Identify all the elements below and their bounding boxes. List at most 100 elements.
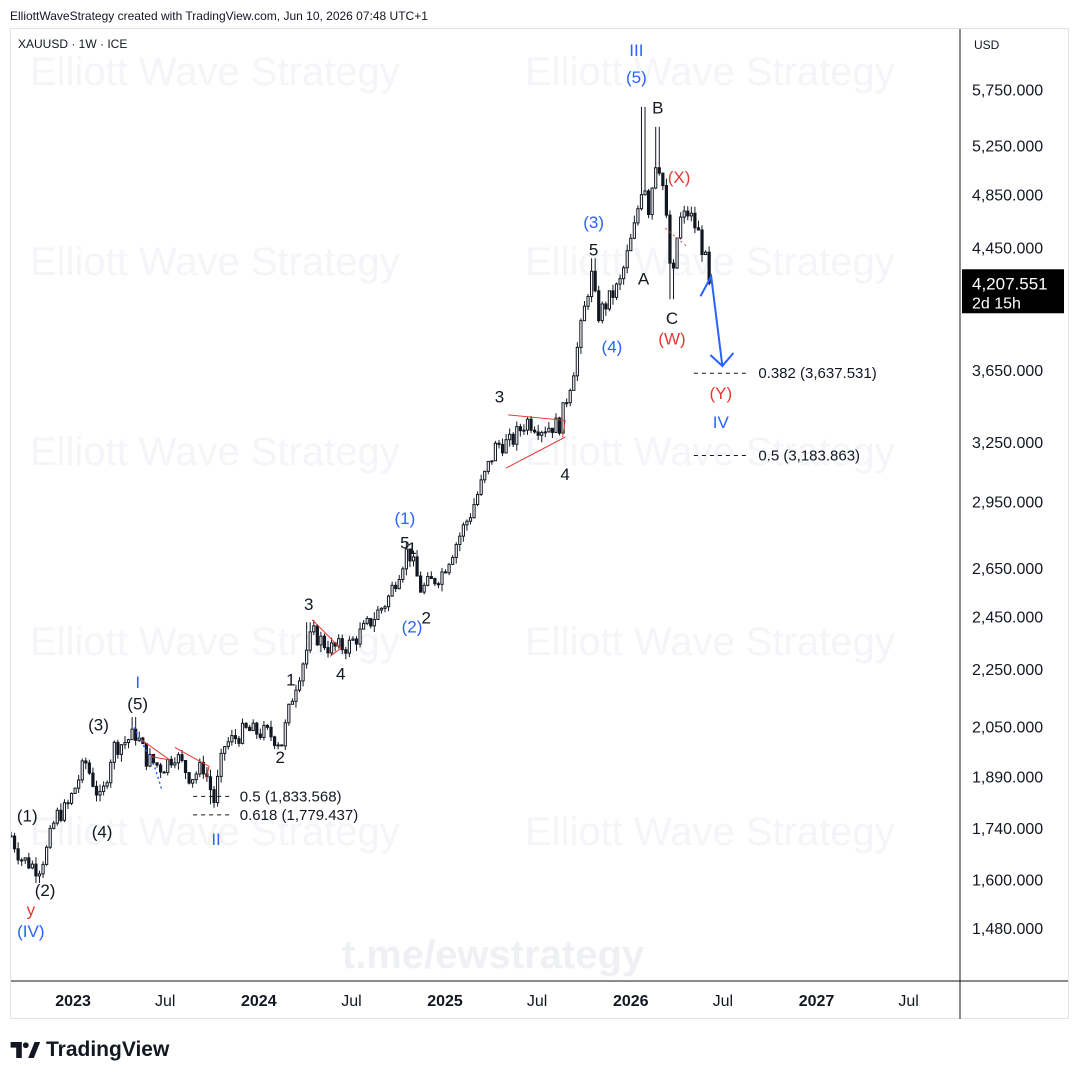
y-tick-label: 5,750.000 <box>972 82 1043 99</box>
candle-body <box>486 460 490 472</box>
candle-body <box>454 543 458 558</box>
tradingview-brand: TradingView <box>46 1038 170 1061</box>
candle-body <box>319 635 323 646</box>
candle-body <box>91 772 95 787</box>
candle-body <box>301 663 305 682</box>
candle-body <box>183 759 188 774</box>
candle-body <box>579 320 583 348</box>
watermark-layer: Elliott Wave Strategy Elliott Wave Strate… <box>30 50 895 977</box>
candle-body <box>223 746 227 754</box>
candle-body <box>515 426 519 445</box>
candle-body <box>198 761 202 775</box>
candle-body <box>315 625 319 646</box>
x-tick-label: Jul <box>341 993 361 1010</box>
candle-body <box>102 785 106 792</box>
candle-body <box>37 873 42 877</box>
x-tick-label: Jul <box>898 993 918 1010</box>
candle-body <box>233 735 238 740</box>
plot-area[interactable] <box>10 106 711 884</box>
candle-body <box>173 762 177 766</box>
candle-body <box>632 222 636 239</box>
candle-body <box>62 802 67 821</box>
y-tick-label: 2,650.000 <box>972 561 1043 578</box>
candle-body <box>686 210 690 217</box>
candle-body <box>671 262 676 269</box>
wave-label: II <box>211 830 220 849</box>
candle-body <box>322 635 327 649</box>
candle-body <box>565 402 569 405</box>
candle-body <box>522 429 526 432</box>
y-tick-label: 5,250.000 <box>972 139 1043 156</box>
dotted-guide <box>133 727 163 792</box>
candle-body <box>276 744 280 747</box>
wave-label: (IV) <box>17 922 44 941</box>
candle-body <box>386 595 391 608</box>
candle-body <box>397 578 401 590</box>
candle-body <box>476 493 480 506</box>
wave-label: (X) <box>668 168 691 187</box>
y-tick-label: 4,850.000 <box>972 187 1043 204</box>
x-tick-label: 2024 <box>241 993 277 1010</box>
link-watermark: t.me/ewstrategy <box>342 933 645 977</box>
wave-label: A <box>638 269 650 288</box>
candle-body <box>12 835 17 850</box>
candle-body <box>625 250 629 269</box>
candle-body <box>137 737 141 741</box>
candle-body <box>500 443 505 454</box>
candle-body <box>532 429 537 433</box>
wave-label: IV <box>713 413 730 432</box>
wave-label: (2) <box>35 881 56 900</box>
candle-body <box>379 607 384 611</box>
candle-body <box>176 754 181 764</box>
candle-body <box>287 703 291 724</box>
currency-button[interactable]: USD <box>974 38 1000 52</box>
bar-countdown: 2d 15h <box>972 295 1021 312</box>
candle-body <box>55 809 59 824</box>
wave-label: 1 <box>286 670 295 689</box>
candle-body <box>696 227 701 231</box>
candle-body <box>586 295 590 307</box>
candle-body <box>415 556 419 577</box>
candle-body <box>536 431 540 436</box>
candle-body <box>251 722 255 732</box>
candle-body <box>493 442 498 462</box>
candle-body <box>362 622 366 630</box>
candle-body <box>344 649 348 654</box>
candle-body <box>326 647 330 654</box>
candle-body <box>305 649 309 665</box>
candle-body <box>447 563 451 574</box>
candle-body <box>497 442 501 445</box>
wave-label: (5) <box>127 695 148 714</box>
candle-body <box>508 433 512 441</box>
candle-body <box>689 212 693 217</box>
candle-body <box>212 789 216 804</box>
candle-body <box>557 417 562 434</box>
wave-label: y <box>27 901 36 920</box>
axes-layer: 5,750.000 5,250.000 4,850.000 4,450.000 3,65… <box>11 29 1068 1019</box>
wave-label: B <box>652 98 663 117</box>
candle-body <box>664 185 668 216</box>
candle-body <box>215 775 220 804</box>
candle-body <box>123 741 127 746</box>
candle-body <box>329 642 334 654</box>
tradingview-logo[interactable]: TradingView <box>10 1038 169 1062</box>
candle-body <box>451 556 455 565</box>
candle-body <box>479 479 483 495</box>
candle-body <box>201 761 205 775</box>
tradingview-logo-icon <box>10 1042 40 1058</box>
candle-body <box>272 736 277 747</box>
wave-label: (3) <box>583 213 604 232</box>
chart-frame <box>10 28 1069 1019</box>
y-tick-label: 2,050.000 <box>972 719 1043 736</box>
candle-body <box>294 689 298 702</box>
candle-body <box>436 583 441 586</box>
candle-body <box>158 764 163 773</box>
candle-body <box>607 290 612 310</box>
y-tick-label: 2,250.000 <box>972 662 1043 679</box>
candle-body <box>426 576 430 586</box>
y-tick-label: 1,480.000 <box>972 921 1043 938</box>
candle-body <box>290 700 294 705</box>
candle-body <box>45 846 49 865</box>
candle-body <box>401 568 405 580</box>
